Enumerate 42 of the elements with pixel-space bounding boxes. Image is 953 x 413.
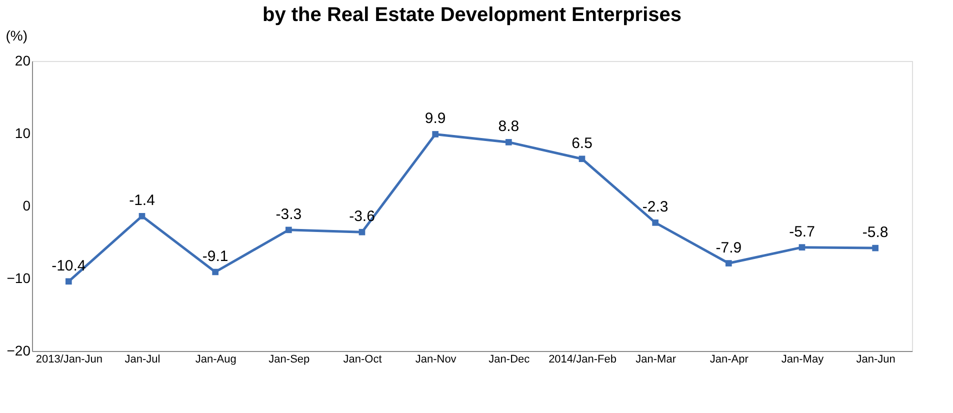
x-tick-label: Jan-Sep <box>268 354 310 366</box>
data-label: -7.9 <box>716 239 742 256</box>
data-label: -5.7 <box>789 223 815 240</box>
x-tick-label: Jan-Mar <box>636 354 676 366</box>
data-label: 8.8 <box>498 118 520 136</box>
x-tick-label: 2013/Jan-Jun <box>36 354 103 366</box>
point <box>212 268 218 276</box>
data-label: -5.8 <box>862 224 888 242</box>
point <box>726 260 732 266</box>
point <box>432 131 438 138</box>
data-label: 6.5 <box>572 134 592 152</box>
point <box>358 228 366 236</box>
x-tick-label: Jan-May <box>781 354 824 366</box>
data-label: -10.4 <box>52 257 86 274</box>
x-tick-label: Jan-Apr <box>710 354 749 366</box>
data-label: -3.3 <box>276 206 302 223</box>
data-label: -9.1 <box>202 248 228 265</box>
x-tick-label: Jan-Jun <box>856 354 896 366</box>
data-label: -2.3 <box>642 198 668 216</box>
x-tick-label: 2014/Jan-Feb <box>548 354 616 366</box>
x-tick-label: Jan-Jul <box>124 354 160 366</box>
x-tick-label: Jan-Dec <box>488 354 530 366</box>
point <box>872 244 878 252</box>
point <box>506 139 512 146</box>
data-label: 9.9 <box>424 110 446 128</box>
point <box>798 244 806 250</box>
point <box>578 156 586 162</box>
y-tick-label: 0 <box>22 198 31 214</box>
point <box>652 220 658 226</box>
point <box>66 278 72 285</box>
y-tick-label: −20 <box>6 342 31 358</box>
chart-title: by the Real Estate Development Enterprises <box>262 4 682 26</box>
y-axis-title: (%) <box>6 28 28 44</box>
point <box>138 212 146 220</box>
x-tick-label: Jan-Oct <box>343 354 382 366</box>
y-tick-label: 10 <box>14 125 31 141</box>
y-tick-label: 20 <box>14 52 31 68</box>
x-tick-label: Jan-Nov <box>415 354 457 366</box>
data-label: -1.4 <box>129 192 155 210</box>
y-tick-label: −10 <box>6 270 31 286</box>
x-tick-label: Jan-Aug <box>195 354 236 366</box>
point <box>286 226 292 234</box>
